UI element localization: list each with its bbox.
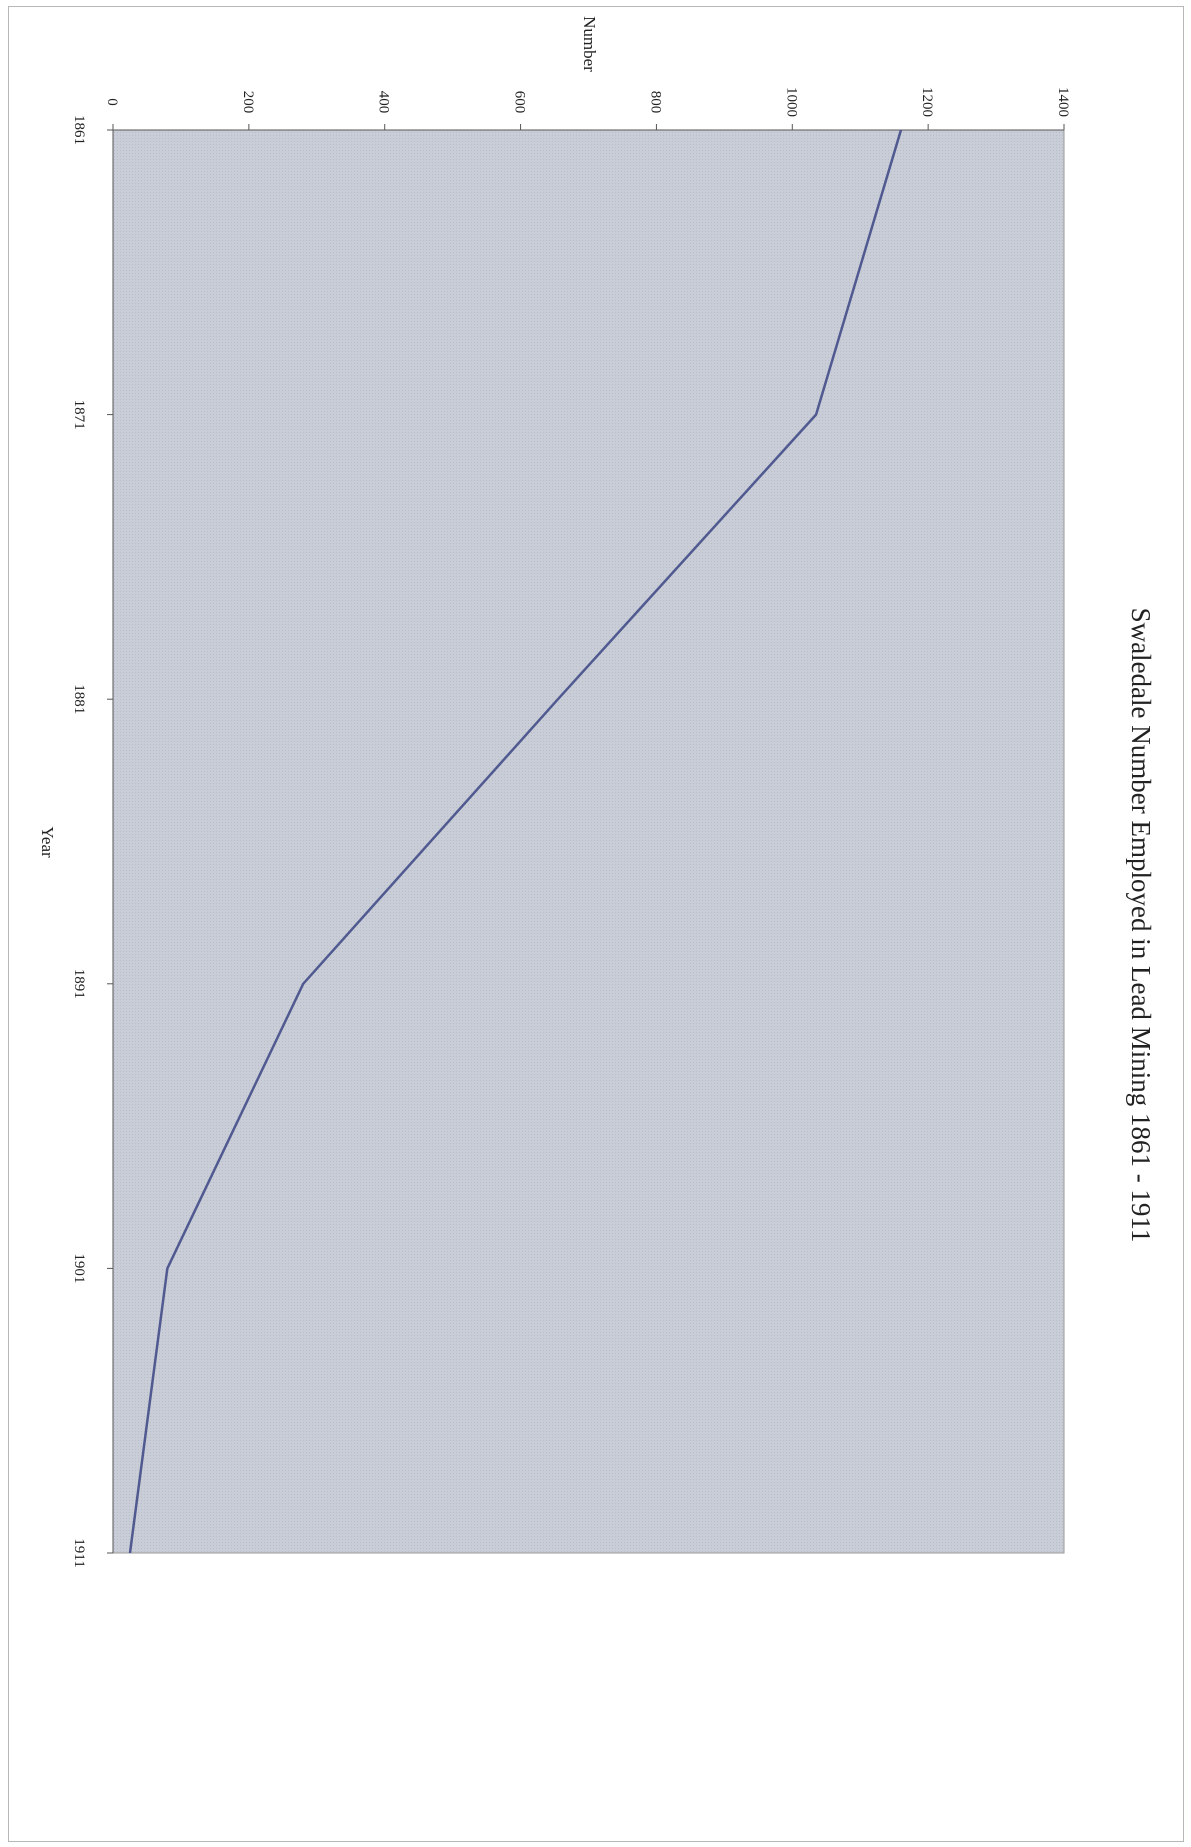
x-tick-label: 1881 bbox=[71, 684, 87, 714]
x-tick-label: 1861 bbox=[71, 115, 87, 145]
x-tick-label: 1911 bbox=[71, 1538, 87, 1567]
series-group bbox=[128, 129, 903, 1554]
y-axis: 0 200 400 600 800 1000 1200 1400 bbox=[104, 87, 1071, 131]
y-axis-title: Number bbox=[580, 16, 599, 72]
y-tick-label: 800 bbox=[647, 91, 663, 114]
series-line bbox=[128, 129, 903, 1554]
y-tick-label: 400 bbox=[376, 91, 392, 114]
x-tick-label: 1871 bbox=[71, 400, 87, 430]
chart-title: Swaledale Number Employed in Lead Mining… bbox=[1126, 608, 1156, 1243]
y-tick-label: 1200 bbox=[919, 87, 935, 117]
plot-area bbox=[112, 129, 1065, 1554]
x-tick-label: 1891 bbox=[71, 969, 87, 999]
page-frame bbox=[8, 6, 1184, 1842]
x-axis: 1861 1871 1881 1891 1901 1911 bbox=[71, 115, 114, 1568]
y-tick-label: 1400 bbox=[1055, 87, 1071, 117]
y-tick-label: 200 bbox=[240, 91, 256, 114]
y-tick-label: 0 bbox=[104, 98, 120, 106]
y-tick-label: 600 bbox=[512, 91, 528, 114]
x-tick-label: 1901 bbox=[71, 1253, 87, 1283]
x-axis-title: Year bbox=[38, 826, 57, 858]
y-tick-label: 1000 bbox=[783, 87, 799, 117]
